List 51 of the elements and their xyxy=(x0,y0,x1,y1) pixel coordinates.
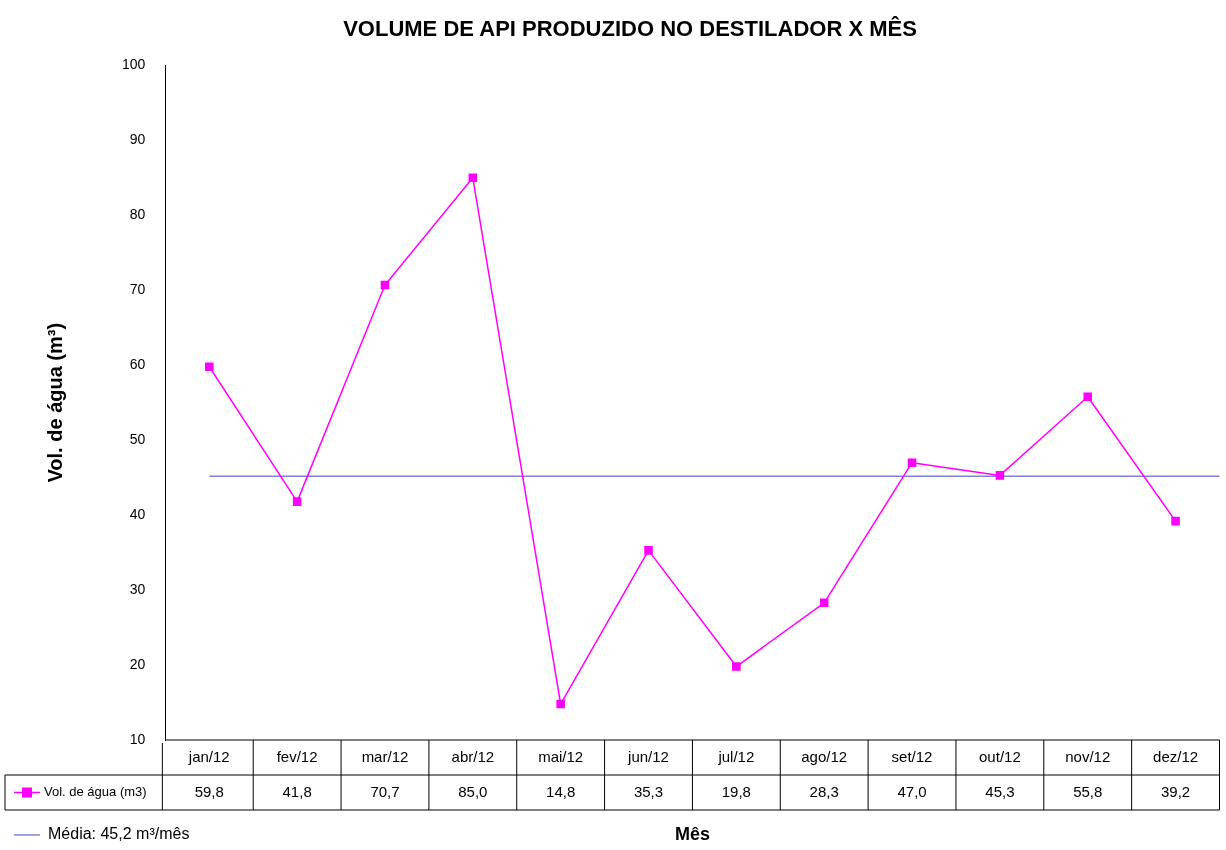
x-tick-label: dez/12 xyxy=(1153,747,1199,765)
y-axis-title: Vol. de água (m³) xyxy=(43,322,66,483)
x-tick-label: jan/12 xyxy=(187,747,230,765)
point xyxy=(907,458,917,467)
y-tick-label: 20 xyxy=(129,655,146,672)
point xyxy=(292,497,302,506)
y-tick-label: 100 xyxy=(122,56,146,73)
point xyxy=(556,699,565,709)
x-tick-label: jun/12 xyxy=(627,747,669,765)
x-tick-label: out/12 xyxy=(979,747,1021,765)
x-tick-label: abr/12 xyxy=(451,747,495,765)
point xyxy=(205,362,214,372)
data-label: 45,3 xyxy=(985,782,1015,800)
x-tick-label: nov/12 xyxy=(1065,747,1111,765)
point xyxy=(995,471,1005,480)
point xyxy=(732,662,741,671)
x-tick-label: fev/12 xyxy=(276,747,318,765)
point xyxy=(468,173,478,183)
data-label: 70,7 xyxy=(370,782,400,800)
y-tick-label: 70 xyxy=(129,281,146,298)
y-tick-label: 50 xyxy=(129,431,146,448)
data-label: 28,3 xyxy=(809,782,839,800)
point xyxy=(819,598,829,608)
point xyxy=(644,546,653,555)
data-label: 14,8 xyxy=(546,782,576,800)
x-tick-label: ago/12 xyxy=(801,747,848,765)
y-tick-label: 30 xyxy=(129,580,146,597)
data-label: 55,8 xyxy=(1073,782,1103,800)
point xyxy=(380,280,390,290)
legend-label: Vol. de água (m3) xyxy=(44,784,147,800)
y-tick-label: 10 xyxy=(129,730,146,747)
data-label: 59,8 xyxy=(194,782,224,800)
data-label: 85,0 xyxy=(458,782,488,800)
legend-label: Média: 45,2 m³/mês xyxy=(48,825,190,843)
data-label: 39,2 xyxy=(1160,782,1191,800)
data-label: 19,8 xyxy=(721,782,751,800)
point xyxy=(1083,392,1093,401)
x-tick-label: set/12 xyxy=(891,747,933,765)
chart-title: VOLUME DE API PRODUZIDO NO DESTILADOR X MÊS xyxy=(343,16,917,42)
x-tick-label: mar/12 xyxy=(361,747,409,765)
y-tick-label: 40 xyxy=(129,505,146,522)
x-tick-label: mai/12 xyxy=(538,747,584,765)
data-label: 47,0 xyxy=(897,782,927,800)
point xyxy=(1171,516,1180,526)
y-tick-label: 60 xyxy=(129,356,146,373)
y-tick-label: 80 xyxy=(129,206,146,223)
data-label: 35,3 xyxy=(633,782,664,800)
y-tick-label: 90 xyxy=(129,131,146,148)
x-tick-label: jul/12 xyxy=(717,747,755,765)
data-label: 41,8 xyxy=(282,782,312,800)
x-axis-title: Mês xyxy=(674,823,710,844)
